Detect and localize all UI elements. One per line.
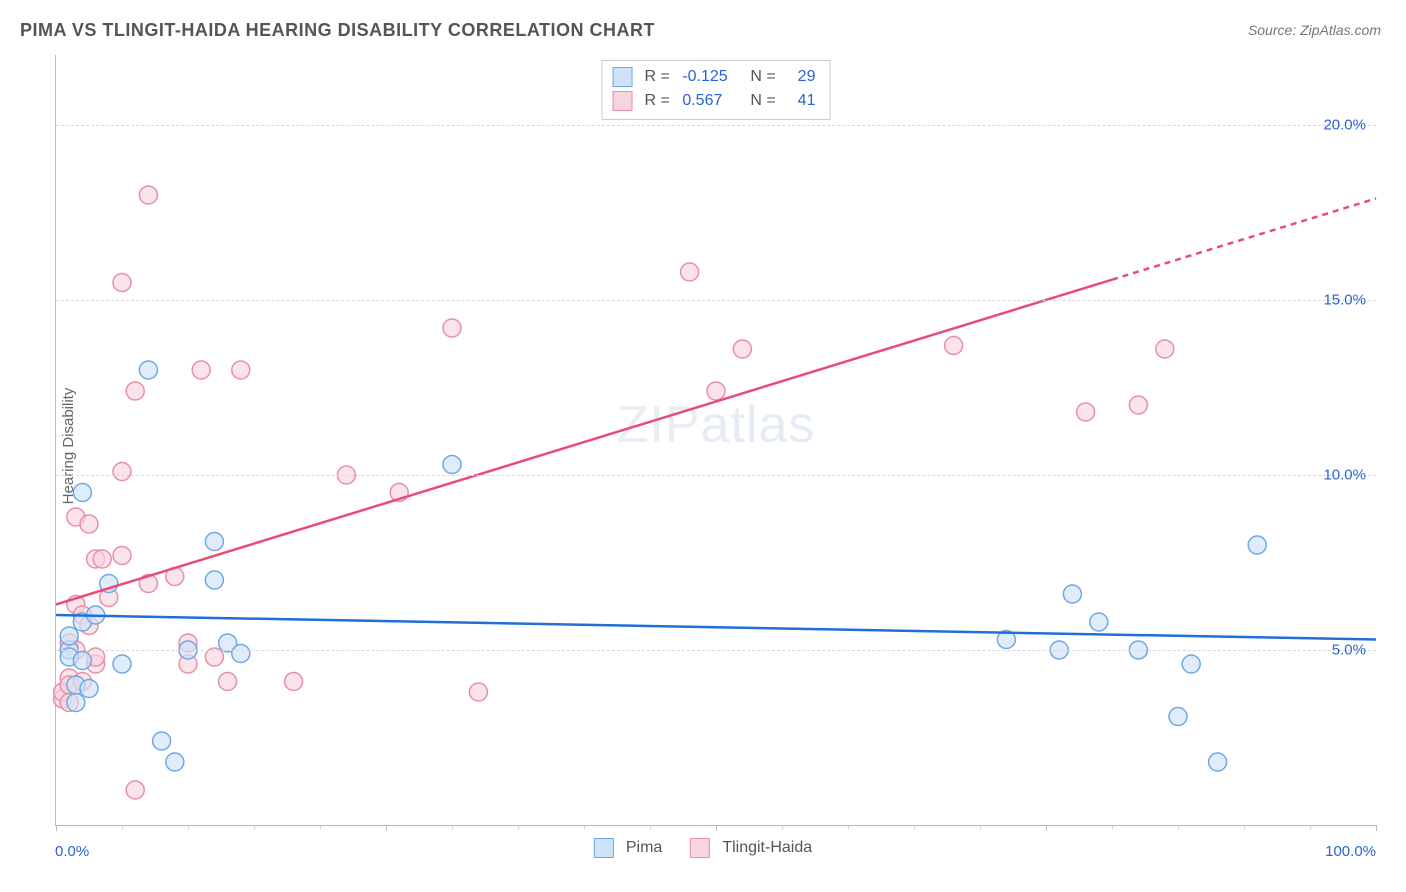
data-point xyxy=(1077,403,1095,421)
data-point xyxy=(1169,708,1187,726)
trend-line xyxy=(56,615,1376,640)
data-point xyxy=(80,515,98,533)
x-tick-major xyxy=(1376,825,1377,831)
data-point xyxy=(945,337,963,355)
data-point xyxy=(219,673,237,691)
data-point xyxy=(113,655,131,673)
legend-label-tlingit: Tlingit-Haida xyxy=(722,839,812,857)
data-point xyxy=(469,683,487,701)
data-point xyxy=(1129,396,1147,414)
y-tick-label: 15.0% xyxy=(1323,292,1366,309)
legend-swatch-pima xyxy=(594,838,614,858)
data-point xyxy=(285,673,303,691)
gridline xyxy=(56,475,1376,476)
x-tick-minor xyxy=(848,825,849,829)
x-tick-minor xyxy=(1178,825,1179,829)
data-point xyxy=(232,645,250,663)
data-point xyxy=(1248,536,1266,554)
data-point xyxy=(1156,340,1174,358)
data-point xyxy=(67,694,85,712)
trend-line xyxy=(1112,199,1376,280)
data-point xyxy=(60,627,78,645)
data-point xyxy=(443,456,461,474)
data-point xyxy=(73,484,91,502)
data-point xyxy=(1090,613,1108,631)
x-tick-minor xyxy=(518,825,519,829)
stat-n-pima: 29 xyxy=(798,65,816,89)
data-point xyxy=(93,550,111,568)
data-point xyxy=(153,732,171,750)
data-point xyxy=(139,186,157,204)
x-tick-minor xyxy=(1244,825,1245,829)
stat-row-pima: R = -0.125 N = 29 xyxy=(613,65,816,89)
legend-label-pima: Pima xyxy=(626,839,662,857)
x-tick-major xyxy=(56,825,57,831)
x-tick-minor xyxy=(122,825,123,829)
stat-r-pima: -0.125 xyxy=(682,65,742,89)
chart-title: PIMA VS TLINGIT-HAIDA HEARING DISABILITY… xyxy=(20,20,655,41)
data-point xyxy=(139,361,157,379)
y-tick-label: 20.0% xyxy=(1323,117,1366,134)
stat-r-tlingit: 0.567 xyxy=(682,89,742,113)
data-point xyxy=(707,382,725,400)
data-point xyxy=(113,547,131,565)
legend: Pima Tlingit-Haida xyxy=(594,838,812,858)
x-tick-minor xyxy=(1112,825,1113,829)
stat-r-label: R = xyxy=(645,65,675,89)
data-point xyxy=(73,652,91,670)
x-tick-major xyxy=(716,825,717,831)
x-tick-minor xyxy=(188,825,189,829)
plot-svg xyxy=(56,55,1376,825)
legend-swatch-tlingit xyxy=(690,838,710,858)
correlation-stats-box: R = -0.125 N = 29 R = 0.567 N = 41 xyxy=(602,60,831,120)
x-tick-major xyxy=(386,825,387,831)
gridline xyxy=(56,125,1376,126)
data-point xyxy=(232,361,250,379)
legend-item-tlingit: Tlingit-Haida xyxy=(690,838,812,858)
legend-item-pima: Pima xyxy=(594,838,662,858)
stat-r-label: R = xyxy=(645,89,675,113)
swatch-pima xyxy=(613,67,633,87)
x-axis-max-label: 100.0% xyxy=(1325,843,1376,860)
data-point xyxy=(1209,753,1227,771)
data-point xyxy=(80,680,98,698)
data-point xyxy=(1182,655,1200,673)
stat-n-label: N = xyxy=(750,65,775,89)
x-tick-minor xyxy=(320,825,321,829)
y-tick-label: 5.0% xyxy=(1332,642,1366,659)
x-tick-minor xyxy=(782,825,783,829)
x-axis-min-label: 0.0% xyxy=(55,843,89,860)
data-point xyxy=(113,274,131,292)
x-tick-minor xyxy=(650,825,651,829)
trend-line xyxy=(56,280,1112,605)
source-attribution: Source: ZipAtlas.com xyxy=(1248,22,1381,38)
chart-container: PIMA VS TLINGIT-HAIDA HEARING DISABILITY… xyxy=(0,0,1406,892)
x-tick-minor xyxy=(1310,825,1311,829)
data-point xyxy=(113,463,131,481)
x-tick-major xyxy=(1046,825,1047,831)
data-point xyxy=(205,571,223,589)
data-point xyxy=(192,361,210,379)
x-tick-minor xyxy=(584,825,585,829)
x-tick-minor xyxy=(980,825,981,829)
stat-n-tlingit: 41 xyxy=(798,89,816,113)
swatch-tlingit xyxy=(613,91,633,111)
stat-n-label: N = xyxy=(750,89,775,113)
x-tick-minor xyxy=(914,825,915,829)
data-point xyxy=(205,533,223,551)
data-point xyxy=(126,781,144,799)
y-tick-label: 10.0% xyxy=(1323,467,1366,484)
stat-row-tlingit: R = 0.567 N = 41 xyxy=(613,89,816,113)
x-tick-minor xyxy=(452,825,453,829)
data-point xyxy=(1063,585,1081,603)
data-point xyxy=(733,340,751,358)
x-tick-minor xyxy=(254,825,255,829)
data-point xyxy=(681,263,699,281)
gridline xyxy=(56,300,1376,301)
data-point xyxy=(166,753,184,771)
data-point xyxy=(126,382,144,400)
plot-area: ZIPatlas R = -0.125 N = 29 R = 0.567 N =… xyxy=(55,55,1376,826)
gridline xyxy=(56,650,1376,651)
data-point xyxy=(443,319,461,337)
